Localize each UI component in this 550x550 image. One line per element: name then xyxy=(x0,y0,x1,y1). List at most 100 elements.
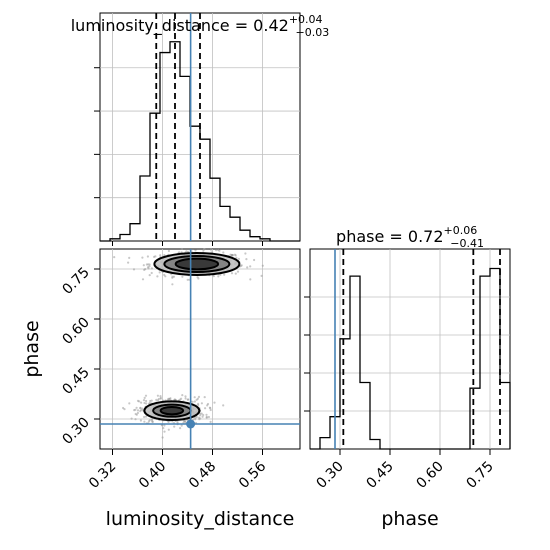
sample-point xyxy=(161,436,164,439)
sample-point xyxy=(201,415,204,418)
sample-point xyxy=(197,395,201,398)
sample-point xyxy=(140,401,143,404)
sample-point xyxy=(169,397,172,400)
sample-point xyxy=(130,417,133,420)
sample-point xyxy=(222,404,225,407)
sample-point xyxy=(132,268,136,271)
sample-point xyxy=(215,249,218,252)
sample-point xyxy=(199,414,202,417)
sample-point xyxy=(134,408,137,411)
sample-point xyxy=(249,278,252,281)
sample-point xyxy=(135,406,138,409)
sample-point xyxy=(143,415,146,419)
sample-point xyxy=(167,428,170,431)
sample-point xyxy=(206,402,210,406)
sample-point xyxy=(181,394,184,397)
density-panel: 0.32 0.40 0.48 0.56 0.30 0.45 0.60 0.75 lumino… xyxy=(21,247,301,530)
y-tick-label: 0.45 xyxy=(59,365,92,398)
sample-point xyxy=(136,409,140,412)
sample-point xyxy=(144,415,148,418)
sample-point xyxy=(159,397,162,400)
sample-point xyxy=(244,252,247,255)
sample-point xyxy=(217,275,220,278)
sample-point xyxy=(180,424,183,427)
sample-point xyxy=(184,395,187,398)
sample-point xyxy=(203,396,206,399)
sample-point xyxy=(195,398,198,401)
sample-point xyxy=(158,271,161,274)
sample-point xyxy=(237,257,240,260)
x-tick-label: 0.40 xyxy=(136,459,169,492)
x-tick-label: 0.48 xyxy=(186,459,219,492)
sample-point xyxy=(184,397,187,400)
sample-point xyxy=(185,250,188,253)
sample-point xyxy=(261,264,264,267)
sample-point xyxy=(164,275,167,278)
sample-point xyxy=(193,396,196,399)
sample-point xyxy=(143,401,146,405)
hist-phase-grid xyxy=(304,249,510,449)
sample-point xyxy=(209,408,212,412)
sample-point xyxy=(246,266,249,269)
x-tick-label: 0.45 xyxy=(363,459,396,492)
xlabel-luminosity-distance: luminosity_distance xyxy=(106,508,295,530)
sample-point xyxy=(234,272,237,275)
hist-phase-quantiles xyxy=(342,249,501,449)
sample-point xyxy=(151,419,154,422)
sample-point xyxy=(139,406,142,409)
sample-point xyxy=(139,419,142,422)
x-tick-label: 0.32 xyxy=(86,459,119,492)
sample-point xyxy=(173,425,176,428)
y-tick-label: 0.30 xyxy=(59,415,92,448)
hist-luminosity-distance-steps xyxy=(100,41,300,242)
sample-point xyxy=(145,399,148,403)
sample-point xyxy=(159,395,162,398)
xlabel-phase: phase xyxy=(381,508,438,530)
sample-point xyxy=(233,253,236,256)
sample-point xyxy=(142,264,145,267)
sample-point xyxy=(148,274,151,277)
sample-point xyxy=(141,407,144,410)
sample-point xyxy=(145,402,148,405)
sample-point xyxy=(229,253,232,256)
x-tick-label: 0.75 xyxy=(463,459,496,492)
sample-point xyxy=(113,256,116,259)
sample-point xyxy=(155,398,158,401)
sample-point xyxy=(199,417,202,420)
sample-point xyxy=(180,397,183,400)
sample-point xyxy=(150,399,153,402)
sample-point xyxy=(148,265,151,268)
sample-point xyxy=(150,267,153,270)
sample-point xyxy=(245,258,248,261)
sample-point xyxy=(163,254,166,257)
sample-point xyxy=(143,420,146,423)
hist-luminosity-distance-panel: luminosity_distance = 0.42+0.04 −0.03 xyxy=(71,12,329,246)
sample-point xyxy=(163,424,166,427)
sample-point xyxy=(209,420,212,423)
density-truth-lines xyxy=(100,249,300,449)
sample-point xyxy=(200,412,203,415)
sample-point xyxy=(197,277,200,280)
sample-point xyxy=(146,255,149,258)
sample-point xyxy=(200,402,203,405)
sample-point xyxy=(143,396,146,399)
sample-point xyxy=(142,399,146,402)
sample-point xyxy=(239,264,242,268)
sample-point xyxy=(154,255,157,258)
sample-point xyxy=(230,272,234,275)
x-tick-label: 0.30 xyxy=(313,459,346,492)
sample-point xyxy=(222,251,225,254)
density-y-ticks: 0.30 0.45 0.60 0.75 xyxy=(59,265,100,448)
sample-point xyxy=(179,427,182,430)
sample-point xyxy=(156,394,159,397)
sample-point xyxy=(143,268,146,271)
x-tick-label: 0.60 xyxy=(413,459,446,492)
sample-point xyxy=(141,256,144,259)
density-x-ticks: 0.32 0.40 0.48 0.56 xyxy=(86,449,269,492)
sample-point xyxy=(191,400,194,403)
sample-point xyxy=(134,418,137,421)
sample-point xyxy=(260,274,263,277)
sample-point xyxy=(171,276,174,279)
sample-point xyxy=(144,394,148,397)
